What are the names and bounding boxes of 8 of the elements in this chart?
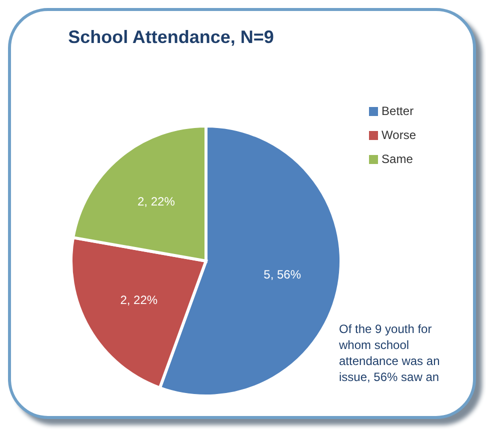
data-label: 5, 56% — [264, 267, 302, 282]
data-label: 2, 22% — [138, 194, 176, 209]
chart-title: School Attendance, N=9 — [67, 27, 275, 48]
legend-label: Better — [382, 104, 414, 118]
legend-label: Worse — [382, 128, 416, 142]
legend-label: Same — [382, 152, 413, 166]
data-label: 2, 22% — [120, 292, 158, 307]
text: Of the 9 youth for whom school attendance was an issue, 56% saw an — [339, 321, 441, 385]
